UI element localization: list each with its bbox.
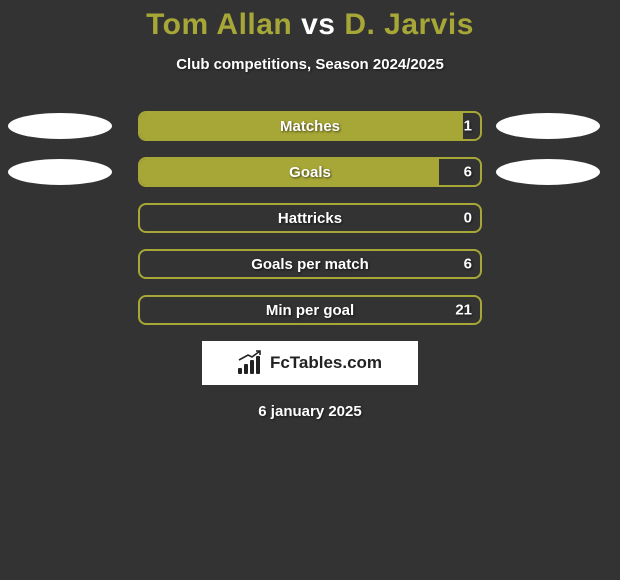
stat-bar: Goals 6	[138, 157, 482, 187]
stat-value-right: 6	[464, 256, 472, 273]
stat-rows: Matches 1 Goals 6 Hattricks 0 Goals per match 6…	[0, 111, 620, 325]
stat-bar: Matches 1	[138, 111, 482, 141]
stat-bar: Hattricks 0	[138, 203, 482, 233]
stat-label: Hattricks	[278, 210, 342, 227]
stat-row: Matches 1	[0, 111, 620, 141]
page-title: Tom Allan vs D. Jarvis	[0, 0, 620, 42]
stat-value-right: 6	[464, 164, 472, 181]
left-ellipse	[8, 159, 112, 185]
date-text: 6 january 2025	[0, 403, 620, 420]
stat-label: Min per goal	[266, 302, 354, 319]
stat-row: Hattricks 0	[0, 203, 620, 233]
right-ellipse	[496, 159, 600, 185]
stat-value-right: 0	[464, 210, 472, 227]
infographic-container: Tom Allan vs D. Jarvis Club competitions…	[0, 0, 620, 580]
stat-label: Goals	[289, 164, 331, 181]
stat-value-right: 21	[455, 302, 472, 319]
stat-row: Min per goal 21	[0, 295, 620, 325]
right-ellipse	[496, 113, 600, 139]
vs-text: vs	[301, 8, 335, 41]
fctables-badge: FcTables.com	[202, 341, 418, 385]
stat-row: Goals per match 6	[0, 249, 620, 279]
stat-label: Goals per match	[251, 256, 369, 273]
stat-label: Matches	[280, 118, 340, 135]
badge-text: FcTables.com	[270, 353, 382, 373]
stat-bar: Min per goal 21	[138, 295, 482, 325]
subtitle: Club competitions, Season 2024/2025	[0, 56, 620, 73]
player2-name: D. Jarvis	[344, 8, 474, 41]
stat-bar: Goals per match 6	[138, 249, 482, 279]
stat-row: Goals 6	[0, 157, 620, 187]
stat-value-right: 1	[464, 118, 472, 135]
left-ellipse	[8, 113, 112, 139]
arrow-icon	[238, 350, 262, 362]
player1-name: Tom Allan	[146, 8, 292, 41]
bar-chart-icon	[238, 352, 264, 374]
